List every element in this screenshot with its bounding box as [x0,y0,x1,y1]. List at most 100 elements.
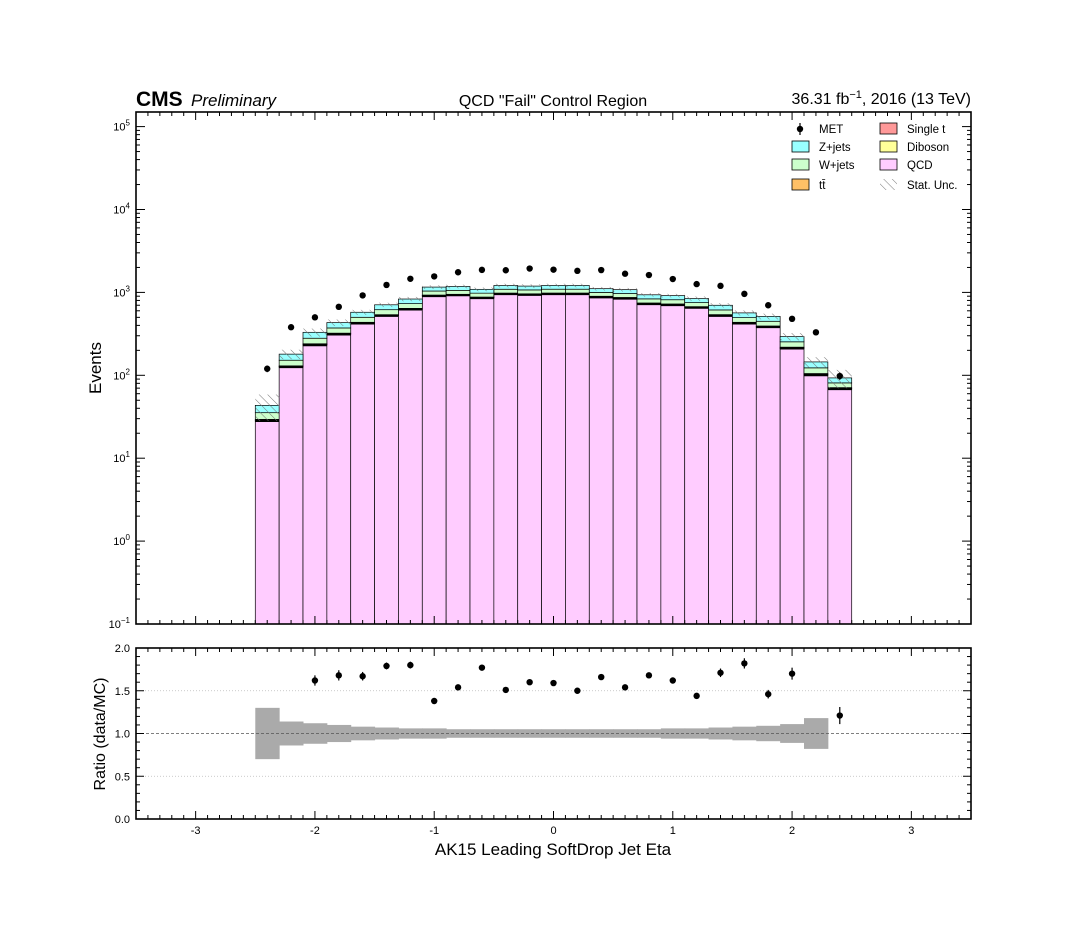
data-point [503,267,509,273]
bar-w-jets [422,291,446,295]
data-point [813,329,819,335]
legend-swatch [792,179,809,190]
bar-qcd [470,298,494,624]
plot-title: QCD "Fail" Control Region [459,93,647,110]
data-point [670,276,676,282]
status-label: Preliminary [191,91,278,110]
bar-w-jets [565,289,589,293]
data-point [336,304,342,310]
data-point [264,366,270,372]
bar-qcd [279,367,303,624]
bar-w-jets [279,360,303,366]
stat-unc-box [470,288,494,292]
ratio-panel [136,658,971,776]
bar-qcd [637,304,661,624]
bar-qcd [375,316,399,624]
stat-unc-box [565,284,589,288]
x-tick-label: -1 [429,825,439,837]
stat-unc-box [804,357,828,367]
x-tick-label: 2 [789,825,795,837]
bar-w-jets [470,293,494,297]
ratio-point [359,673,365,679]
stat-unc-box [756,314,780,320]
bar-qcd [589,297,613,624]
bar-w-jets [542,289,566,293]
bar-w-jets [446,290,470,294]
stat-unc-box [637,293,661,297]
x-tick-label: 1 [670,825,676,837]
legend-entry: Diboson [880,141,949,154]
y-tick-label: 102 [113,367,130,382]
ratio-point [431,698,437,704]
ratio-ylabel: Ratio (data/MC) [92,678,109,791]
bar-w-jets [303,338,327,344]
legend-label: Single t [907,124,946,136]
y-tick-label: 104 [113,201,130,216]
bar-qcd [613,299,637,624]
y-tick-exponent: 1 [126,450,131,459]
stat-unc-box [518,284,542,288]
y-tick-label: 100 [113,533,130,548]
ratio-point [574,688,580,694]
data-point [383,282,389,288]
ratio-point [312,677,318,683]
y-tick-base: 10 [113,122,125,134]
y-tick-base: 10 [113,453,125,465]
stat-unc-box [327,319,351,325]
stat-unc-box [589,287,613,291]
data-point [717,283,723,289]
lumi-exponent: −1 [849,89,862,101]
bar-qcd [351,324,375,624]
bar-qcd [804,375,828,624]
data-point [693,281,699,287]
lumi-label: 36.31 fb−1, 2016 (13 TeV) [792,89,971,108]
ratio-point [383,663,389,669]
legend-swatch [880,159,897,170]
ratio-point [670,677,676,683]
bar-w-jets [375,310,399,315]
ratio-y-tick-label: 2.0 [115,643,130,655]
y-tick-base: 10 [113,536,125,548]
y-tick-base: 10 [109,619,121,631]
bar-qcd [255,421,279,624]
legend-swatch [792,141,809,152]
stat-unc-box [709,303,733,307]
x-tick-label: 0 [550,825,556,837]
y-tick-label: 105 [113,119,130,134]
bar-qcd [327,335,351,624]
ratio-point [526,679,532,685]
legend-entry: Single t [880,123,946,136]
bar-qcd [542,294,566,624]
bar-w-jets [732,318,756,323]
legend-label: tt̄ [819,180,826,192]
ratio-point [717,670,723,676]
main-panel [255,265,851,624]
ratio-point [693,693,699,699]
data-point [407,276,413,282]
bar-qcd [565,294,589,624]
bar-w-jets [589,292,613,296]
ratio-point [407,662,413,668]
data-point [526,265,532,271]
lumi-rest: , 2016 (13 TeV) [862,91,971,108]
data-point [837,373,843,379]
bar-w-jets [780,342,804,347]
bar-qcd [398,310,422,624]
stat-unc-box [351,310,375,315]
ratio-point [479,664,485,670]
stat-unc-box [780,333,804,340]
stat-unc-box [661,294,685,298]
stat-unc-box [398,297,422,301]
bar-qcd [732,324,756,624]
data-point [646,272,652,278]
stat-unc-box [375,303,399,307]
x-tick-label: -2 [310,825,320,837]
bar-w-jets [637,299,661,303]
data-point [789,316,795,322]
y-tick-base: 10 [113,370,125,382]
y-tick-exponent: 5 [126,119,131,128]
legend-entry: MET [797,123,843,136]
legend-label: Z+jets [819,142,851,154]
stat-unc-box [494,284,518,288]
